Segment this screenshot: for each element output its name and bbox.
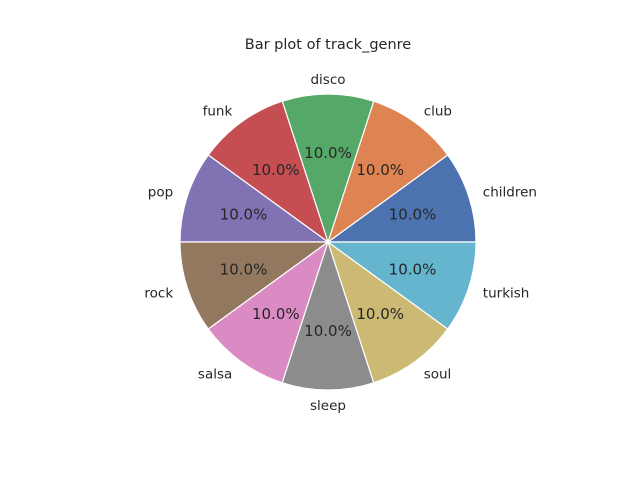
pie-slices xyxy=(179,93,477,391)
pie-label-salsa: salsa xyxy=(198,367,232,383)
pie-label-disco: disco xyxy=(310,72,345,88)
pie-slice-soul xyxy=(326,240,449,384)
pie-percent-soul: 10.0% xyxy=(356,305,404,323)
pie-slice-children xyxy=(326,154,477,243)
pie-label-children: children xyxy=(483,185,537,201)
pie-slice-funk xyxy=(207,100,330,244)
pie-percent-pop: 10.0% xyxy=(220,206,268,224)
pie-label-soul: soul xyxy=(424,367,452,383)
pie-percent-disco: 10.0% xyxy=(304,144,352,162)
pie-percent-sleep: 10.0% xyxy=(304,322,352,340)
pie-label-sleep: sleep xyxy=(310,398,346,414)
pie-percent-turkish: 10.0% xyxy=(389,260,437,278)
pie-percent-rock: 10.0% xyxy=(220,260,268,278)
pie-slice-rock xyxy=(179,241,330,330)
pie-label-funk: funk xyxy=(203,103,233,119)
pie-slice-salsa xyxy=(207,240,330,384)
pie-slice-disco xyxy=(281,93,375,244)
pie-slice-club xyxy=(326,100,449,244)
pie-label-pop: pop xyxy=(148,185,173,201)
pie-slice-pop xyxy=(179,154,330,243)
pie-labels: children 10.0% club 10.0% disco 10.0% funk 10.0… xyxy=(144,72,537,414)
pie-percent-salsa: 10.0% xyxy=(252,305,300,323)
pie-label-rock: rock xyxy=(144,285,173,301)
chart-title: Bar plot of track_genre xyxy=(245,37,411,53)
pie-percent-club: 10.0% xyxy=(356,161,404,179)
pie-slice-turkish xyxy=(326,241,477,330)
pie-label-club: club xyxy=(424,103,452,119)
pie-label-turkish: turkish xyxy=(483,285,530,301)
pie-percent-children: 10.0% xyxy=(389,206,437,224)
pie-percent-funk: 10.0% xyxy=(252,161,300,179)
pie-slice-sleep xyxy=(281,240,375,391)
